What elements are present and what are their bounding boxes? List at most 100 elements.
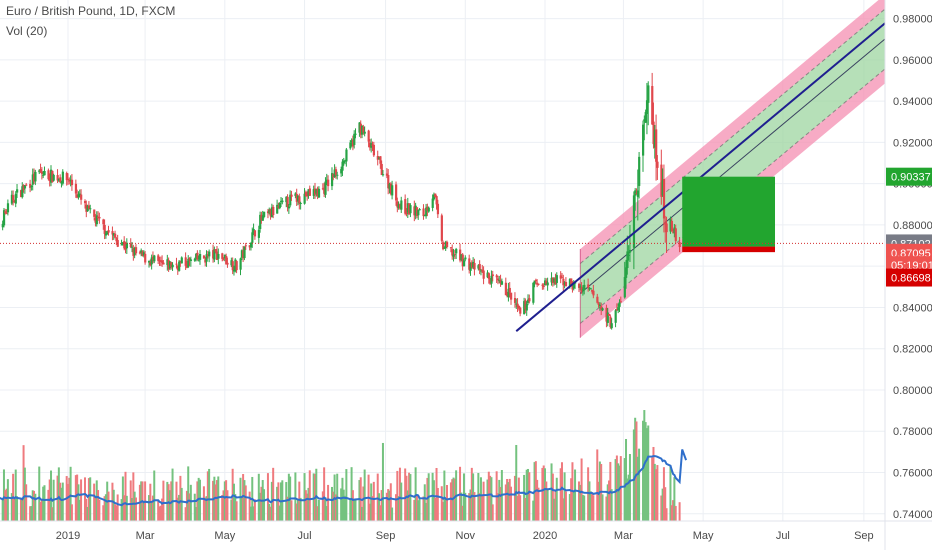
- volume-bar: [627, 474, 630, 521]
- volume-bar: [342, 489, 345, 521]
- candle-body: [67, 178, 70, 181]
- candle-body: [397, 204, 400, 209]
- candle-body: [269, 209, 272, 217]
- volume-bar: [57, 467, 60, 521]
- volume-bar: [376, 473, 379, 521]
- candle-body: [615, 309, 619, 311]
- candle-body: [298, 196, 301, 204]
- candle-body: [6, 203, 10, 213]
- candle-body: [643, 119, 646, 122]
- candle-body: [405, 212, 408, 214]
- candle-body: [354, 133, 357, 135]
- volume-bar: [23, 467, 26, 521]
- candle-body: [123, 241, 126, 249]
- candle-body: [635, 193, 638, 195]
- volume-bar: [661, 488, 664, 521]
- volume-bar: [59, 482, 62, 521]
- candle-body: [93, 209, 96, 217]
- candle-body: [19, 190, 23, 198]
- volume-bar: [307, 487, 310, 521]
- volume-bar: [568, 493, 571, 521]
- candle-body: [56, 175, 59, 181]
- candle-body: [388, 183, 391, 189]
- volume-bar: [517, 477, 520, 521]
- volume-bar: [363, 469, 366, 521]
- candle-body: [563, 282, 566, 284]
- candle-body: [516, 303, 519, 308]
- volume-indicator-label[interactable]: Vol (20): [6, 24, 48, 38]
- volume-bar: [653, 463, 656, 521]
- volume-bar: [132, 472, 135, 521]
- volume-bar: [222, 490, 225, 521]
- candle-body: [95, 215, 98, 225]
- candle-body: [490, 275, 493, 284]
- volume-bar: [103, 496, 106, 521]
- x-tick-label: Sep: [854, 530, 874, 542]
- x-tick-label: Jul: [298, 530, 312, 542]
- volume-bar: [226, 490, 229, 521]
- candle-body: [656, 161, 659, 168]
- candle-body: [398, 204, 402, 209]
- x-tick-label: Nov: [456, 530, 476, 542]
- candle-body: [560, 277, 564, 279]
- candle-body: [252, 228, 255, 233]
- volume-bar: [670, 505, 673, 521]
- x-tick-label: Jul: [776, 530, 790, 542]
- candle-body: [477, 265, 480, 269]
- volume-bar: [276, 486, 279, 521]
- volume-bar: [406, 490, 409, 521]
- candle-body: [306, 195, 309, 197]
- x-tick-label: Sep: [376, 530, 396, 542]
- y-tick-label: 0.92000: [893, 137, 932, 149]
- candle-body: [570, 278, 573, 285]
- volume-bar: [38, 466, 41, 521]
- volume-bar: [204, 497, 207, 521]
- volume-bar: [564, 491, 567, 521]
- candle-body: [189, 259, 193, 261]
- volume-bar: [242, 474, 245, 521]
- candle-body: [481, 269, 484, 272]
- candle-body: [325, 179, 328, 183]
- volume-bar: [206, 471, 209, 521]
- volume-bar: [51, 507, 54, 521]
- candle-body: [653, 130, 656, 148]
- volume-bar: [94, 497, 97, 521]
- candle-body: [226, 262, 229, 265]
- candle-body: [491, 274, 494, 277]
- volume-bar: [221, 495, 224, 521]
- symbol-title[interactable]: Euro / British Pound, 1D, FXCM: [6, 4, 176, 18]
- volume-bar: [253, 499, 256, 521]
- candle-body: [513, 298, 517, 303]
- volume-bar: [515, 444, 518, 521]
- candle-body: [206, 254, 210, 257]
- candle-body: [308, 188, 311, 196]
- volume-bar: [295, 503, 298, 521]
- volume-bar: [19, 498, 22, 521]
- volume-bar: [651, 457, 654, 521]
- candle-body: [52, 174, 55, 181]
- candle-body: [349, 142, 352, 149]
- candle-body: [176, 265, 179, 270]
- drawing-overlays: [0, 22, 886, 332]
- candle-body: [321, 188, 325, 190]
- candle-body: [545, 280, 548, 285]
- candle-body: [455, 248, 458, 254]
- volume-bar: [69, 466, 72, 521]
- candle-body: [324, 181, 327, 195]
- candle-body: [609, 316, 612, 327]
- candle-body: [317, 188, 321, 198]
- candle-body: [222, 259, 225, 261]
- volume-bar: [22, 445, 25, 521]
- volume-bar: [644, 422, 647, 521]
- volume-bar: [490, 477, 493, 521]
- volume-bar: [217, 476, 220, 521]
- candle-body: [29, 183, 32, 188]
- volume-bar: [272, 467, 275, 521]
- volume-bar: [286, 496, 289, 521]
- volume-bar: [29, 506, 32, 521]
- candle-body: [316, 188, 319, 196]
- volume-bar: [388, 490, 391, 521]
- candle-body: [427, 207, 430, 212]
- candle-body: [112, 233, 115, 236]
